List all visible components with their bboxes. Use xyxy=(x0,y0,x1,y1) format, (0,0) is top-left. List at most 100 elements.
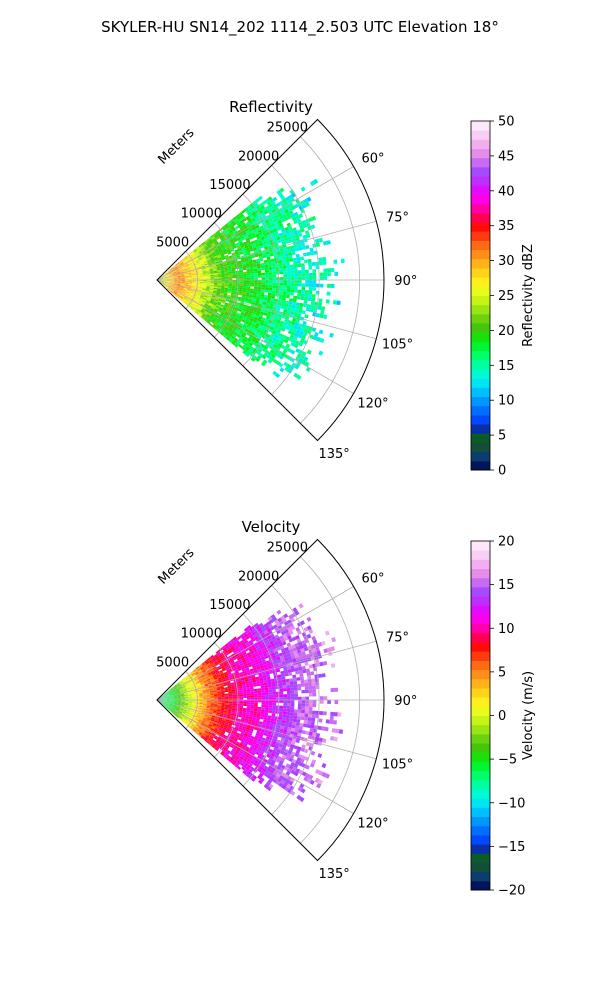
reflectivity-range-bin xyxy=(265,343,270,348)
reflectivity-range-bin xyxy=(305,283,309,287)
reflectivity-range-bin xyxy=(211,295,216,298)
velocity-range-bin xyxy=(159,699,163,700)
reflectivity-range-bin xyxy=(173,265,177,269)
reflectivity-range-bin xyxy=(178,297,182,300)
reflectivity-range-bin xyxy=(266,340,272,345)
velocity-range-bin xyxy=(308,710,313,715)
reflectivity-range-bin xyxy=(259,242,264,247)
velocity-range-bin xyxy=(206,692,211,695)
reflectivity-range-bin xyxy=(312,280,317,284)
velocity-range-bin xyxy=(290,693,295,697)
velocity-range-bin xyxy=(235,724,240,727)
reflectivity-range-bin xyxy=(238,211,243,216)
velocity-range-bin xyxy=(242,711,247,715)
velocity-range-bin xyxy=(206,733,211,738)
reflectivity-range-bin xyxy=(216,318,221,322)
reflectivity-range-bin xyxy=(198,268,202,271)
velocity-range-bin xyxy=(282,618,287,624)
velocity-range-bin xyxy=(206,697,211,699)
velocity-range-bin xyxy=(276,724,281,729)
reflectivity-range-bin xyxy=(215,264,220,267)
velocity-range-bin xyxy=(166,695,170,698)
velocity-range-bin xyxy=(219,671,224,675)
velocity-range-bin xyxy=(304,686,309,690)
reflectivity-range-bin xyxy=(283,306,288,311)
reflectivity-range-bin xyxy=(224,270,229,273)
velocity-range-bin xyxy=(184,704,189,706)
reflectivity-range-bin xyxy=(262,348,267,353)
velocity-range-bin xyxy=(166,703,170,705)
reflectivity-range-bin xyxy=(250,284,255,287)
reflectivity-range-bin xyxy=(179,288,184,291)
reflectivity-range-bin xyxy=(302,320,307,326)
velocity-range-bin xyxy=(181,700,185,702)
reflectivity-range-bin xyxy=(309,247,314,252)
velocity-range-bin xyxy=(268,670,274,674)
reflectivity-range-bin xyxy=(234,307,239,311)
reflectivity-range-bin xyxy=(203,243,207,248)
reflectivity-range-bin xyxy=(229,224,234,229)
reflectivity-range-bin xyxy=(267,261,272,265)
reflectivity-range-bin xyxy=(200,295,204,298)
reflectivity-range-bin xyxy=(181,283,185,285)
reflectivity-range-bin xyxy=(169,285,173,288)
velocity-range-bin xyxy=(270,678,275,682)
velocity-range-bin xyxy=(185,685,190,688)
reflectivity-range-bin xyxy=(220,243,224,248)
reflectivity-range-bin xyxy=(259,209,264,214)
reflectivity-range-bin xyxy=(171,288,175,292)
reflectivity-range-bin xyxy=(270,232,276,237)
velocity-range-bin xyxy=(263,679,268,683)
velocity-range-bin xyxy=(253,747,258,752)
reflectivity-range-bin xyxy=(163,280,167,282)
reflectivity-range-bin xyxy=(312,287,317,291)
velocity-range-bin xyxy=(196,682,201,685)
reflectivity-range-bin xyxy=(231,321,236,325)
reflectivity-range-bin xyxy=(275,288,280,292)
velocity-range-bin xyxy=(283,697,288,700)
velocity-range-bin xyxy=(269,649,275,654)
reflectivity-range-bin xyxy=(248,260,253,264)
reflectivity-range-bin xyxy=(204,264,209,267)
reflectivity-range-bin xyxy=(214,235,219,239)
reflectivity-range-bin xyxy=(204,252,208,256)
velocity-range-bin xyxy=(181,696,185,698)
velocity-range-bin xyxy=(200,684,205,687)
velocity-range-bin xyxy=(173,703,178,705)
reflectivity-range-bin xyxy=(276,307,281,312)
reflectivity-range-bin xyxy=(175,289,179,292)
velocity-range-bin xyxy=(299,676,304,681)
velocity-range-bin xyxy=(290,730,295,735)
velocity-range-bin xyxy=(205,711,210,714)
reflectivity-range-bin xyxy=(191,287,196,289)
reflectivity-range-bin xyxy=(284,346,289,351)
velocity-range-bin xyxy=(278,680,283,684)
velocity-range-bin xyxy=(191,706,196,708)
reflectivity-range-bin xyxy=(162,275,166,278)
reflectivity-range-bin xyxy=(302,332,308,337)
velocity-range-bin xyxy=(196,716,200,719)
reflectivity-range-bin xyxy=(185,299,190,303)
velocity-range-bin xyxy=(235,673,240,676)
velocity-range-bin xyxy=(290,700,295,704)
reflectivity-range-bin xyxy=(162,282,167,284)
reflectivity-range-bin xyxy=(159,277,163,280)
velocity-range-bin xyxy=(226,728,231,732)
reflectivity-range-bin xyxy=(244,311,249,315)
velocity-range-bin xyxy=(257,738,262,743)
reflectivity-range-bin xyxy=(256,263,261,267)
velocity-range-bin xyxy=(327,700,331,704)
velocity-range-bin xyxy=(276,694,280,698)
reflectivity-range-bin xyxy=(213,316,218,320)
velocity-range-bin xyxy=(169,703,174,706)
velocity-range-bin xyxy=(238,651,243,656)
velocity-range-bin xyxy=(207,670,211,674)
velocity-range-bin xyxy=(257,690,262,694)
reflectivity-range-bin xyxy=(280,250,285,255)
reflectivity-range-bin xyxy=(260,319,265,324)
velocity-range-bin xyxy=(286,742,291,748)
velocity-range-bin xyxy=(279,635,284,640)
velocity-range-bin xyxy=(257,649,262,654)
reflectivity-range-bin xyxy=(180,263,184,266)
reflectivity-range-bin xyxy=(274,214,280,219)
